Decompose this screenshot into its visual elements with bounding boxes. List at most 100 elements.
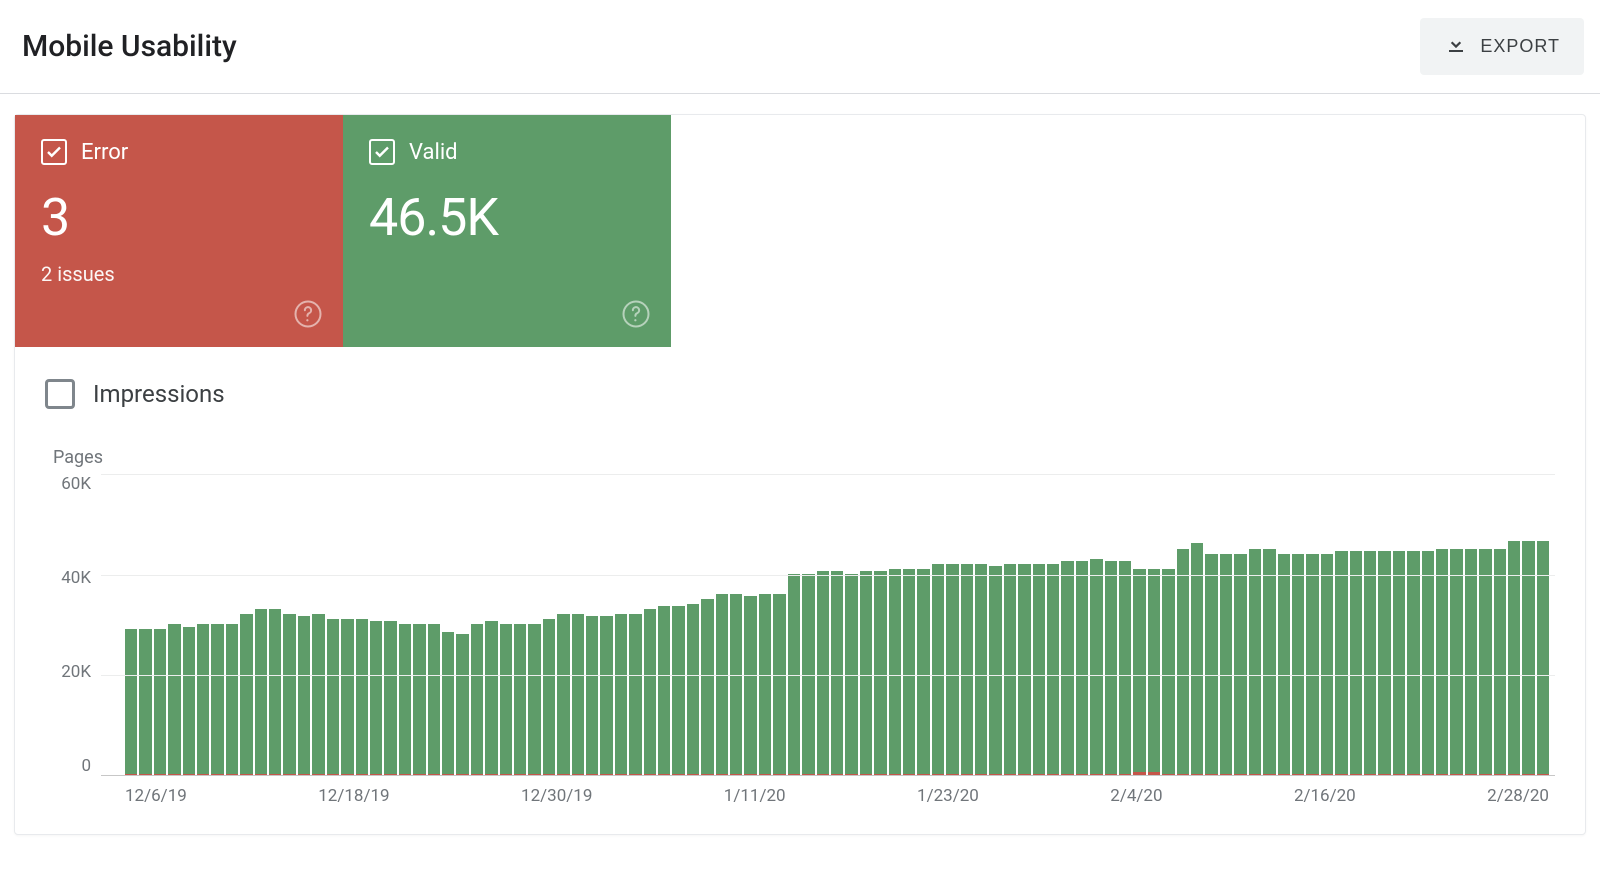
bar[interactable] [701, 599, 713, 775]
bar[interactable] [1133, 569, 1145, 775]
bar[interactable] [139, 629, 151, 775]
bar[interactable] [1479, 549, 1491, 776]
bar[interactable] [442, 632, 454, 775]
bar[interactable] [1205, 554, 1217, 775]
bar[interactable] [514, 624, 526, 775]
bar[interactable] [1306, 554, 1318, 775]
bar[interactable] [1537, 541, 1549, 775]
bar[interactable] [1494, 549, 1506, 776]
bar[interactable] [644, 609, 656, 775]
bar[interactable] [1004, 564, 1016, 775]
bar[interactable] [154, 629, 166, 775]
bar[interactable] [428, 624, 440, 775]
bar[interactable] [1162, 569, 1174, 775]
bar[interactable] [1465, 549, 1477, 776]
bar[interactable] [903, 569, 915, 775]
bar[interactable] [1119, 561, 1131, 775]
bar[interactable] [860, 571, 872, 775]
bar[interactable] [1177, 549, 1189, 776]
bar[interactable] [788, 574, 800, 775]
bar[interactable] [327, 619, 339, 775]
bar[interactable] [730, 594, 742, 775]
bar[interactable] [1393, 551, 1405, 775]
bar[interactable] [672, 606, 684, 775]
bar[interactable] [1350, 551, 1362, 775]
bar[interactable] [211, 624, 223, 775]
bar[interactable] [1364, 551, 1376, 775]
bar[interactable] [370, 621, 382, 775]
bar[interactable] [1234, 554, 1246, 775]
bar[interactable] [557, 614, 569, 775]
bar[interactable] [932, 564, 944, 775]
bar[interactable] [356, 619, 368, 775]
bar[interactable] [1378, 551, 1390, 775]
bar[interactable] [716, 594, 728, 775]
help-icon[interactable] [293, 299, 323, 329]
bar[interactable] [1191, 543, 1203, 775]
bar[interactable] [384, 621, 396, 775]
help-icon[interactable] [621, 299, 651, 329]
bar[interactable] [1220, 554, 1232, 775]
valid-card[interactable]: Valid 46.5K [343, 115, 671, 347]
checkbox-unchecked-icon[interactable] [45, 379, 75, 409]
export-button[interactable]: EXPORT [1420, 18, 1584, 75]
bar[interactable] [989, 566, 1001, 775]
bar[interactable] [543, 619, 555, 775]
bar[interactable] [1450, 549, 1462, 776]
bar[interactable] [240, 614, 252, 775]
bar[interactable] [1076, 561, 1088, 775]
bar[interactable] [1522, 541, 1534, 775]
impressions-toggle[interactable]: Impressions [15, 347, 1585, 421]
bar[interactable] [1249, 549, 1261, 776]
bar[interactable] [197, 624, 209, 775]
bar[interactable] [802, 574, 814, 775]
bar[interactable] [269, 609, 281, 775]
bar[interactable] [946, 564, 958, 775]
bar[interactable] [687, 604, 699, 775]
bar[interactable] [600, 616, 612, 775]
bar[interactable] [399, 624, 411, 775]
bar[interactable] [744, 596, 756, 775]
bar[interactable] [773, 594, 785, 775]
checkbox-checked-icon[interactable] [41, 139, 67, 165]
bar[interactable] [1278, 554, 1290, 775]
bar[interactable] [255, 609, 267, 775]
bar[interactable] [1105, 561, 1117, 775]
bar[interactable] [341, 619, 353, 775]
bar[interactable] [1148, 569, 1160, 775]
bar[interactable] [471, 624, 483, 775]
bar[interactable] [1263, 549, 1275, 776]
bar[interactable] [831, 571, 843, 775]
bar[interactable] [917, 569, 929, 775]
bar[interactable] [1047, 564, 1059, 775]
bar[interactable] [845, 574, 857, 775]
error-card[interactable]: Error 3 2 issues [15, 115, 343, 347]
bar[interactable] [1335, 551, 1347, 775]
bar[interactable] [961, 564, 973, 775]
bar[interactable] [1090, 559, 1102, 775]
bar[interactable] [759, 594, 771, 775]
bar[interactable] [1292, 554, 1304, 775]
checkbox-checked-icon[interactable] [369, 139, 395, 165]
bar[interactable] [975, 564, 987, 775]
bar[interactable] [226, 624, 238, 775]
bar[interactable] [183, 627, 195, 775]
bar[interactable] [874, 571, 886, 775]
bar[interactable] [1033, 564, 1045, 775]
bar[interactable] [1508, 541, 1520, 775]
bar[interactable] [485, 621, 497, 775]
bar[interactable] [456, 634, 468, 775]
bar[interactable] [528, 624, 540, 775]
bar[interactable] [1436, 549, 1448, 776]
bar[interactable] [1321, 554, 1333, 775]
bar[interactable] [1061, 561, 1073, 775]
bar[interactable] [500, 624, 512, 775]
bar[interactable] [629, 614, 641, 775]
bar[interactable] [125, 629, 137, 775]
bar[interactable] [889, 569, 901, 775]
bar[interactable] [615, 614, 627, 775]
bar[interactable] [658, 606, 670, 775]
bar[interactable] [1018, 564, 1030, 775]
bar[interactable] [586, 616, 598, 775]
bar[interactable] [1422, 551, 1434, 775]
